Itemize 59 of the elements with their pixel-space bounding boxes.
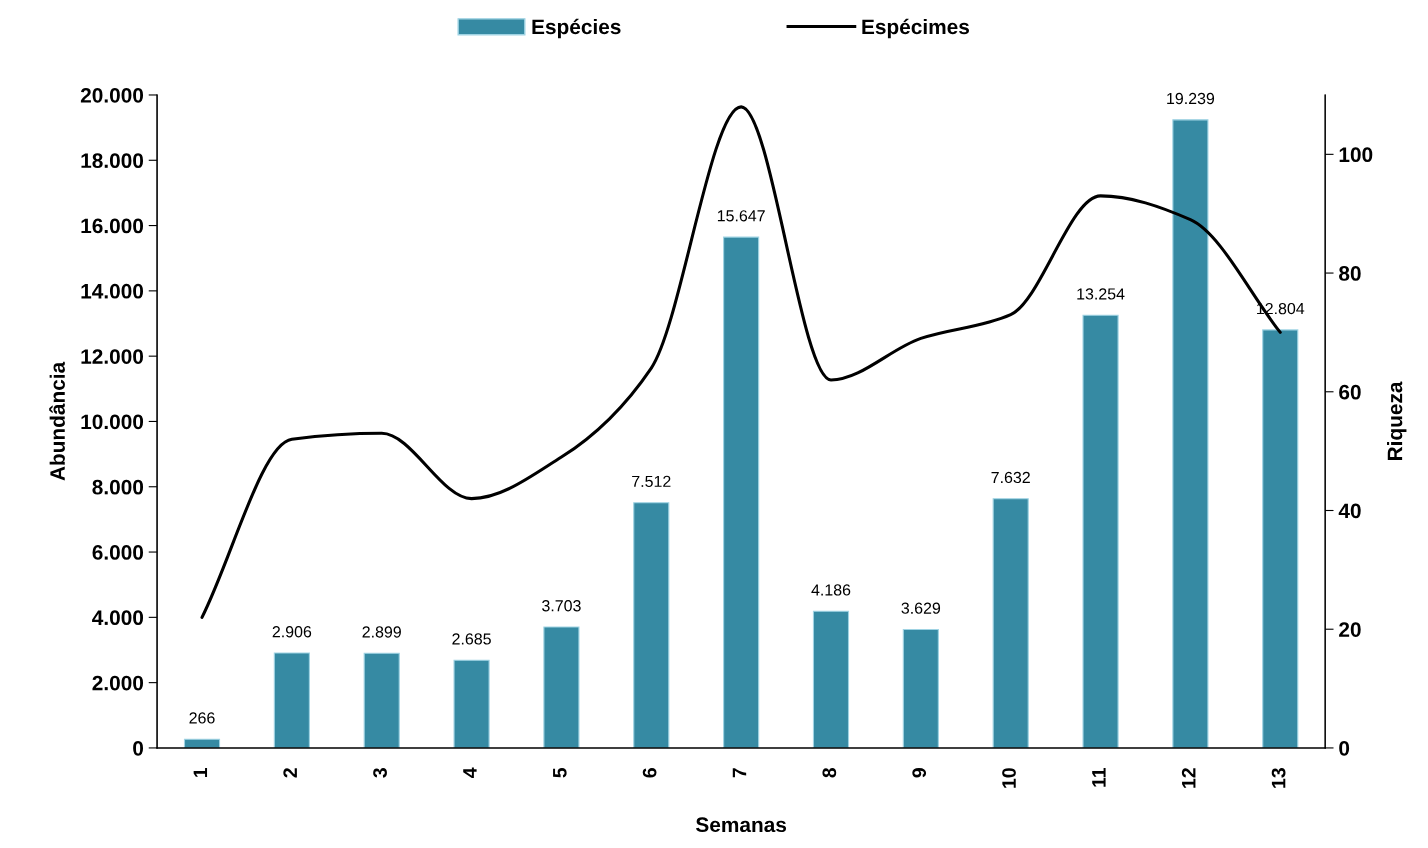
bar — [1262, 329, 1299, 748]
bar — [1082, 314, 1119, 748]
y2-tick-label: 60 — [1339, 384, 1361, 400]
y2-tick-label: 40 — [1338, 503, 1361, 519]
y2-tick-label: 20 — [1339, 622, 1361, 637]
bar — [363, 652, 400, 748]
x-tick-label: 1 — [193, 767, 208, 777]
bar — [633, 502, 670, 748]
data-label: 2.899 — [362, 626, 401, 638]
legend-label: Espécimes — [862, 18, 969, 39]
x-tick-label: 4 — [463, 767, 477, 778]
bar — [812, 610, 850, 748]
bar — [902, 628, 939, 748]
y-tick-label: 16.000 — [81, 218, 144, 234]
x-tick-label: 13 — [1271, 768, 1286, 788]
y-tick-label: 10.000 — [81, 414, 144, 430]
x-tick-label: 7 — [732, 768, 747, 778]
x-tick-label: 10 — [1002, 768, 1016, 788]
y-tick-label: 0 — [133, 740, 144, 756]
y2-tick-label: 100 — [1339, 147, 1373, 163]
y-tick-label: 8.000 — [92, 479, 144, 495]
y-axis-title: Abundância — [49, 361, 65, 481]
y-tick-label: 14.000 — [81, 283, 144, 299]
x-tick-label: 3 — [373, 768, 387, 778]
y-tick-label: 12.000 — [81, 349, 144, 364]
data-label: 3.629 — [901, 602, 941, 614]
data-label: 7.512 — [632, 475, 671, 488]
legend-label: Espécies — [532, 18, 621, 39]
x-tick-label: 6 — [642, 768, 657, 778]
y2-tick-label: 80 — [1339, 266, 1361, 281]
y-tick-label: 6.000 — [92, 545, 144, 560]
bar — [1172, 119, 1209, 748]
x-tick-label: 5 — [553, 767, 567, 778]
data-label: 15.647 — [717, 210, 765, 222]
bar — [723, 236, 760, 748]
data-label: 7.632 — [991, 471, 1030, 484]
data-label: 4.186 — [811, 584, 851, 596]
x-tick-label: 8 — [822, 767, 837, 778]
x-axis-title: Semanas — [695, 817, 787, 833]
data-label: 2.906 — [272, 626, 312, 638]
x-tick-label: 12 — [1181, 768, 1196, 788]
bar — [453, 659, 490, 748]
bar — [992, 498, 1029, 748]
y-tick-label: 20.000 — [80, 87, 144, 103]
data-label: 266 — [189, 712, 215, 724]
y2-tick-label: 0 — [1339, 740, 1350, 756]
x-tick-label: 2 — [283, 768, 297, 778]
y2-axis-title: Riqueza — [1387, 381, 1407, 460]
x-tick-label: 11 — [1092, 767, 1106, 787]
data-label: 3.703 — [542, 600, 581, 612]
bar — [273, 652, 310, 748]
y-tick-label: 4.000 — [92, 610, 144, 626]
bar — [543, 626, 580, 748]
data-label: 13.254 — [1077, 288, 1125, 300]
data-label: 2.685 — [452, 633, 491, 645]
x-tick-label: 9 — [912, 768, 927, 778]
y-tick-label: 18.000 — [81, 153, 144, 169]
data-label: 19.239 — [1167, 92, 1215, 105]
y-tick-label: 2.000 — [92, 675, 144, 691]
